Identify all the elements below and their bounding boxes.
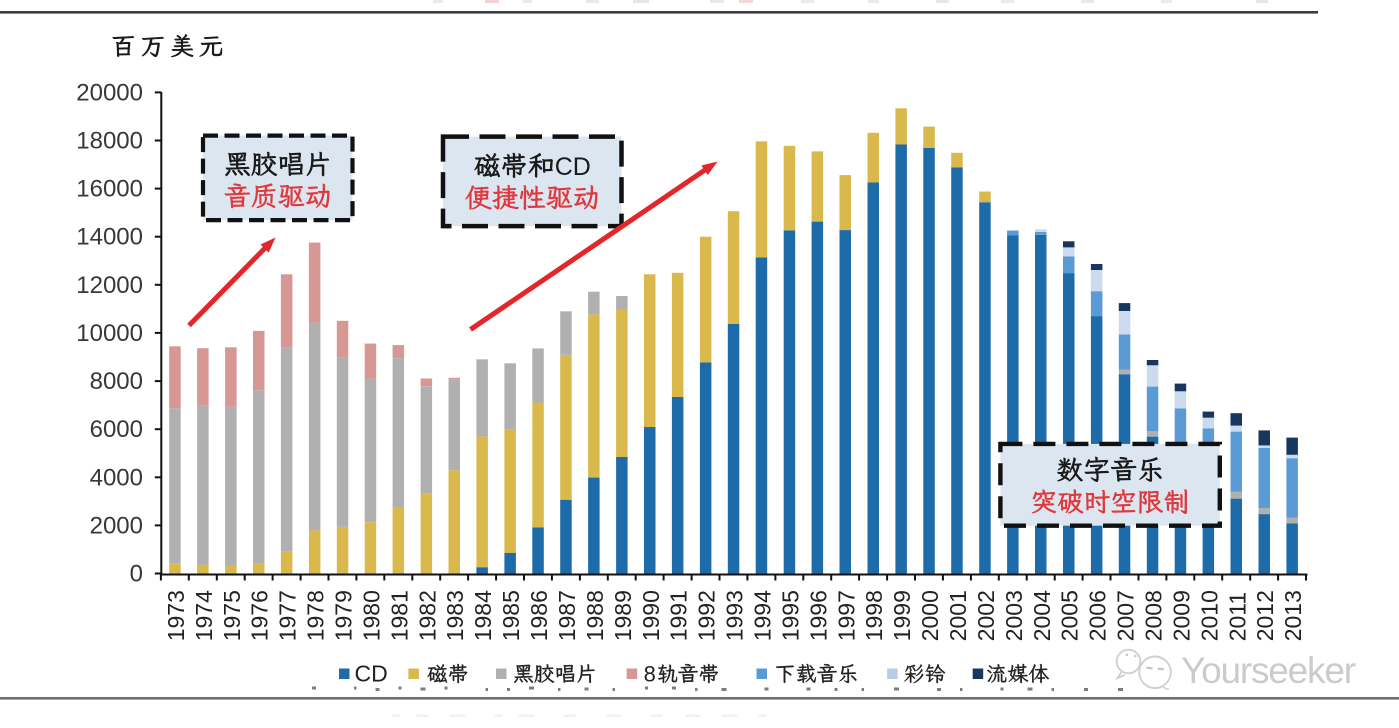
svg-text:8: 8: [644, 662, 656, 687]
svg-text:2010: 2010: [1196, 590, 1222, 641]
svg-text:1976: 1976: [247, 590, 273, 641]
svg-text:2000: 2000: [917, 590, 943, 641]
svg-text:1973: 1973: [163, 590, 189, 641]
svg-text:1999: 1999: [889, 590, 915, 641]
svg-text:1986: 1986: [526, 590, 552, 641]
svg-text:4000: 4000: [90, 464, 143, 491]
svg-text:1991: 1991: [666, 590, 692, 641]
svg-text:2013: 2013: [1280, 590, 1306, 641]
svg-text:1985: 1985: [498, 590, 524, 641]
svg-text:1975: 1975: [219, 590, 245, 641]
svg-text:2005: 2005: [1057, 590, 1083, 641]
svg-text:20000: 20000: [76, 79, 143, 106]
svg-text:2002: 2002: [973, 590, 999, 641]
svg-text:8000: 8000: [90, 368, 143, 395]
svg-text:2001: 2001: [945, 590, 971, 641]
svg-text:1982: 1982: [414, 590, 440, 641]
svg-text:1984: 1984: [470, 590, 496, 641]
svg-text:1988: 1988: [582, 590, 608, 641]
svg-text:1995: 1995: [777, 590, 803, 641]
svg-text:1974: 1974: [191, 590, 217, 641]
svg-text:2000: 2000: [90, 512, 143, 539]
svg-text:14000: 14000: [76, 224, 143, 251]
svg-text:10000: 10000: [76, 320, 143, 347]
svg-text:2011: 2011: [1224, 592, 1250, 641]
svg-text:1998: 1998: [861, 590, 887, 641]
svg-text:6000: 6000: [90, 416, 143, 443]
svg-text:Yourseeker: Yourseeker: [1181, 650, 1356, 691]
svg-text:0: 0: [130, 561, 143, 588]
svg-text:16000: 16000: [76, 176, 143, 203]
svg-text:2008: 2008: [1141, 590, 1167, 641]
svg-text:1997: 1997: [833, 590, 859, 641]
svg-text:2003: 2003: [1001, 590, 1027, 641]
svg-text:18000: 18000: [76, 128, 143, 155]
svg-text:1977: 1977: [275, 590, 301, 641]
svg-text:CD: CD: [355, 661, 388, 687]
svg-text:2009: 2009: [1168, 590, 1194, 641]
svg-text:2006: 2006: [1085, 590, 1111, 641]
svg-text:2004: 2004: [1029, 590, 1055, 641]
svg-text:1981: 1981: [386, 590, 412, 641]
svg-text:1987: 1987: [554, 590, 580, 641]
svg-text:12000: 12000: [76, 272, 143, 299]
svg-text:1990: 1990: [638, 590, 664, 641]
svg-text:1989: 1989: [610, 590, 636, 641]
svg-text:1994: 1994: [750, 590, 776, 641]
svg-text:1979: 1979: [331, 590, 357, 641]
svg-text:1992: 1992: [694, 590, 720, 641]
svg-text:CD: CD: [555, 153, 591, 181]
svg-text:1980: 1980: [359, 590, 385, 641]
svg-text:1983: 1983: [442, 590, 468, 641]
svg-text:2007: 2007: [1113, 590, 1139, 641]
svg-text:1996: 1996: [805, 590, 831, 641]
svg-text:1993: 1993: [722, 590, 748, 641]
svg-text:1978: 1978: [303, 590, 329, 641]
svg-text:2012: 2012: [1252, 590, 1278, 641]
